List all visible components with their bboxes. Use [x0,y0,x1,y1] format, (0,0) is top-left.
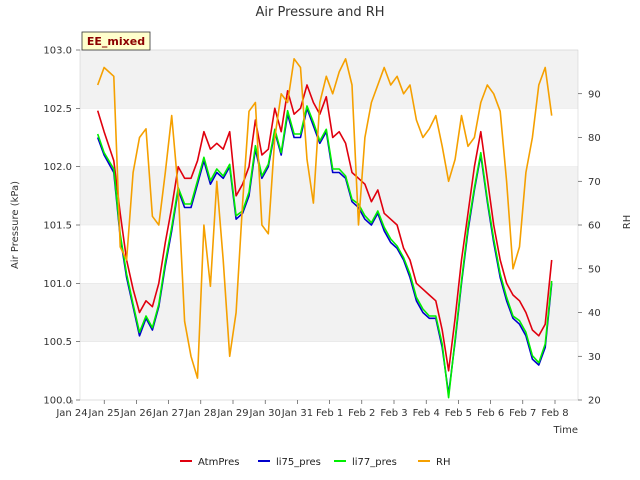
x-tick-label: Jan 29 [216,408,248,419]
ee-mixed-tag: EE_mixed [81,31,151,51]
x-tick-label: Feb 1 [316,408,343,419]
grid-band [80,166,578,225]
y2-tick-label: 80 [588,133,601,144]
chart-title: Air Pressure and RH [255,5,384,20]
legend: AtmPres li75_pres li77_pres RH [180,457,450,468]
y2-tick-label: 30 [588,352,601,363]
x-tick-label: Jan 30 [249,408,281,419]
y-tick-label: 102.0 [43,162,72,173]
series-line-atmpres [96,84,553,372]
y-tick-label: 101.5 [43,221,72,232]
y-tick-label: 100.0 [43,396,72,407]
x-tick-label: Jan 24 [55,408,87,419]
x-tick-label: Feb 6 [477,408,504,419]
tag-text: EE_mixed [87,35,145,48]
legend-label: li77_pres [352,457,397,468]
y2-tick-label: 40 [588,308,601,319]
x-tick-label: Feb 4 [413,408,440,419]
x-tick-label: Jan 25 [88,408,120,419]
tag-box [81,31,151,51]
y-axis-right: 20 30 40 50 60 70 80 90 [578,89,601,407]
y2-tick-label: 50 [588,264,601,275]
legend-label: li75_pres [276,457,321,468]
grid-band [80,341,578,400]
x-tick-label: Jan 26 [120,408,152,419]
x-tick-label: Feb 7 [509,408,536,419]
x-tick-label: Jan 31 [281,408,313,419]
series-line-rh [96,57,553,379]
y2-tick-label: 70 [588,177,601,188]
grid-band [80,225,578,284]
x-tick-label: Jan 27 [152,408,184,419]
y2-tick-label: 60 [588,221,601,232]
x-tick-label: Feb 2 [348,408,375,419]
x-tick-label: Jan 28 [184,408,216,419]
x-tick-label: Feb 5 [445,408,472,419]
y2-tick-label: 90 [588,89,601,100]
x-axis-label: Time [553,425,578,436]
grid-bands [80,49,578,401]
y-axis-left: 100.0 100.5 101.0 101.5 102.0 102.5 103.0 [43,46,80,407]
y-tick-label: 103.0 [43,46,72,57]
series-layer [96,57,553,399]
x-axis: Jan 24 Jan 25 Jan 26 Jan 27 Jan 28 Jan 29 Jan … [55,400,569,419]
legend-label: AtmPres [198,457,239,468]
x-tick-label: Feb 3 [380,408,407,419]
y-axis-label: Air Pressure (kPa) [10,181,21,269]
y-tick-label: 102.5 [43,104,72,115]
y2-axis-label: RH [622,215,633,229]
y-tick-label: 100.5 [43,337,72,348]
x-tick-label: Feb 8 [541,408,568,419]
series-line-li77-pres [96,105,553,399]
legend-label: RH [436,457,450,468]
grid-band [80,50,578,109]
y2-tick-label: 20 [588,396,601,407]
y-tick-label: 101.0 [43,279,72,290]
grid-band [80,283,578,342]
